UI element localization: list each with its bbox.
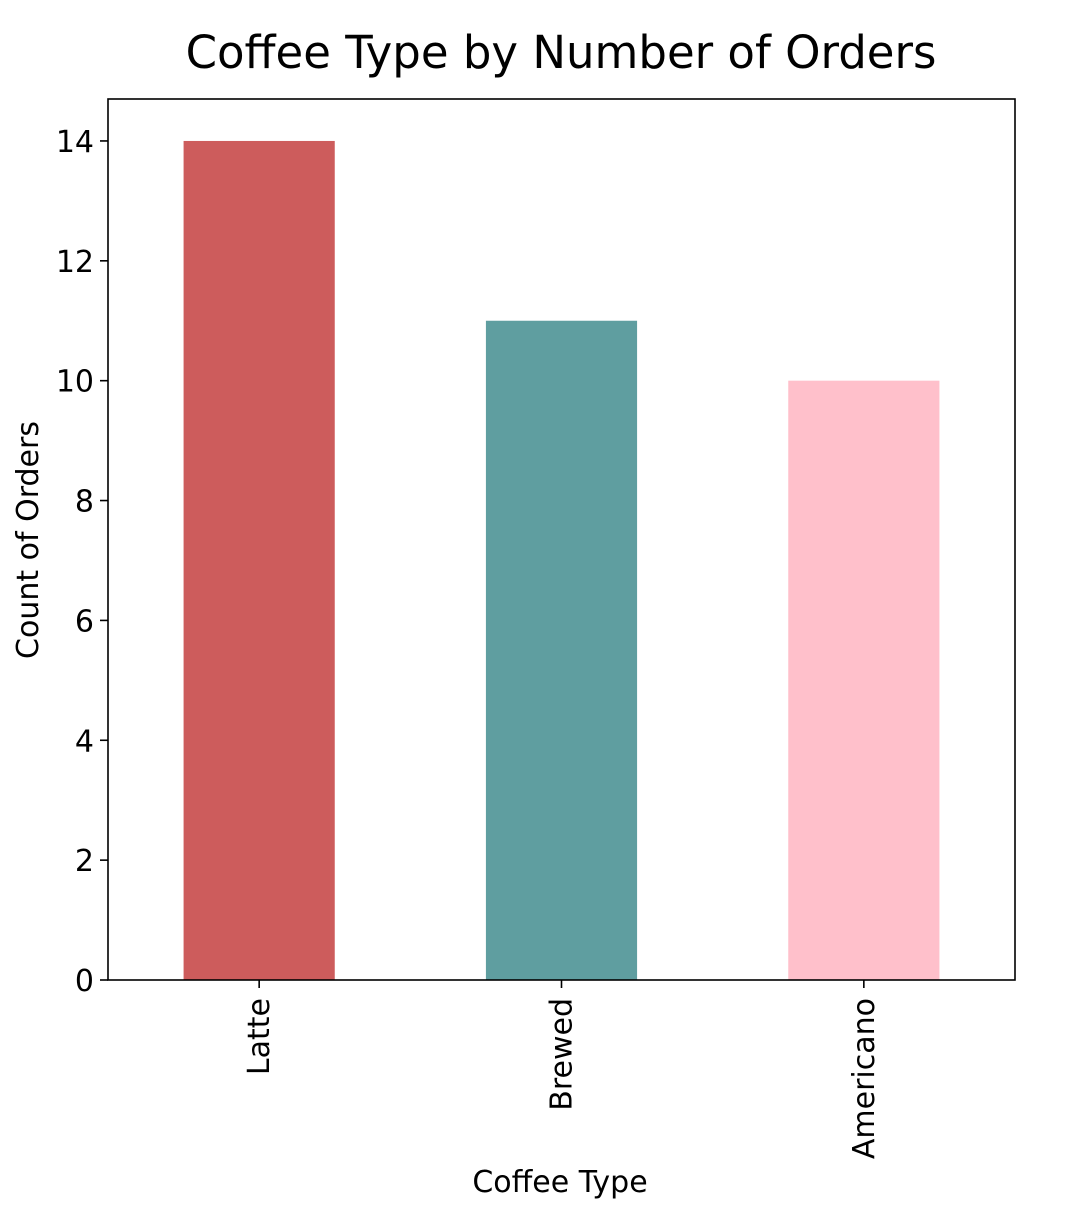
bars: [183, 140, 940, 980]
y-tick-label: 0: [75, 964, 94, 999]
bar-americano: [788, 380, 940, 980]
bar-latte: [183, 140, 335, 980]
x-tick-label: Brewed: [545, 998, 580, 1111]
y-tick-label: 14: [56, 125, 94, 160]
y-tick-label: 4: [75, 724, 94, 759]
x-axis-label: Coffee Type: [472, 1165, 647, 1200]
y-tick-label: 12: [56, 245, 94, 280]
x-axis-ticks: Latte Brewed Americano: [242, 980, 882, 1159]
y-axis-ticks: 0 2 4 6 8 10 12 14: [56, 125, 108, 999]
x-tick-label: Latte: [242, 998, 277, 1075]
y-tick-label: 6: [75, 604, 94, 639]
y-tick-label: 2: [75, 844, 94, 879]
plot-area-frame: [107, 98, 1016, 981]
y-tick-label: 10: [56, 365, 94, 400]
bar-brewed: [485, 320, 638, 980]
y-tick-label: 8: [75, 485, 94, 520]
x-tick-label: Americano: [847, 998, 882, 1159]
chart-title: Coffee Type by Number of Orders: [186, 26, 937, 79]
y-axis-label: Count of Orders: [11, 421, 46, 659]
